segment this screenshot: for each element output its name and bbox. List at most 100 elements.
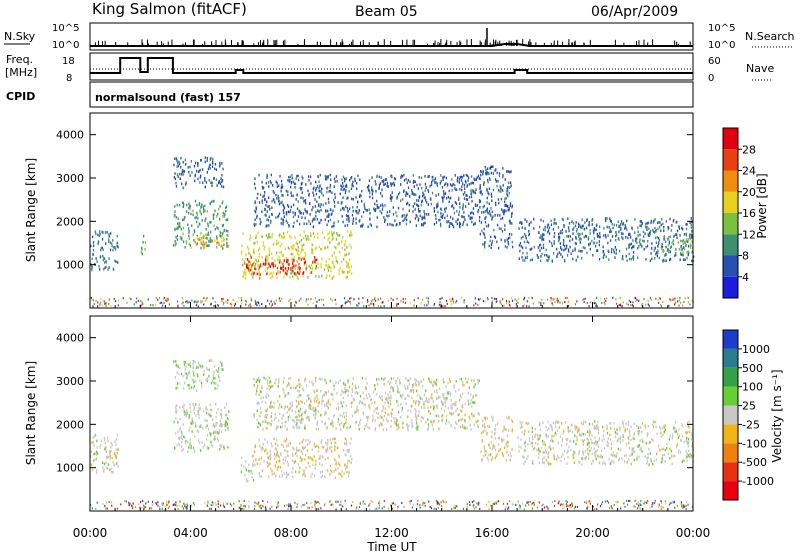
scatter-region [253,173,481,229]
freq-label-1: Freq. [6,53,33,66]
colorbar-tick-label: 8 [742,250,749,263]
colorbar-tick-label: 500 [742,362,763,375]
colorbar-tick-label: 25 [742,400,756,413]
colorbar-tick-label: 24 [742,165,756,178]
scatter-region [240,454,255,483]
scatter-region [479,165,514,250]
nave-tick-top: 60 [708,56,721,67]
colorbar-tick-label: -1000 [742,475,774,488]
velocity-colorbar-label: Velocity [m s⁻¹] [770,369,784,462]
nsearch-tick-bottom: 10^0 [708,40,735,51]
colorbar-swatch [723,170,738,192]
x-tick-label: 20:00 [575,526,610,540]
colorbar-swatch [723,481,738,500]
colorbar-swatch [723,386,738,406]
nsky-spikes [94,39,691,46]
scatter-region [517,420,695,466]
nsky-trace [90,28,693,47]
nsearch-label: N.Search [745,30,795,43]
colorbar-swatch [723,128,738,150]
x-tick-label: 00:00 [676,526,711,540]
colorbar-tick-label: -25 [742,418,760,431]
freq-trace [90,57,693,74]
x-tick-label: 12:00 [374,526,409,540]
scatter-region [240,230,353,281]
colorbar-swatch [723,424,738,444]
freq-series-line [90,57,693,74]
power-colorbar-label: Power [dB] [755,173,769,238]
time-x-axis: 00:00 04:00 08:00 12:00 16:00 20:00 00:00 [73,302,711,540]
station-title: King Salmon (fitACF) [92,0,247,18]
colorbar-swatch [723,276,738,298]
freq-tick-bottom: 8 [66,73,72,84]
x-axis-label: Time UT [366,540,417,554]
beam-title: Beam 05 [355,4,418,20]
scatter-region [140,234,147,256]
nave-tick-bottom: 0 [708,73,714,84]
scatter-region [253,437,353,479]
scatter-region [90,433,119,474]
colorbar-swatch [723,330,738,349]
colorbar-tick-label: -500 [742,456,767,469]
y-tick-label: 2000 [56,418,84,431]
velocity-y-axis: 1000 2000 3000 4000 [56,332,693,475]
y-tick-label: 2000 [56,215,84,228]
power-plot-frame [89,112,694,309]
ground-clutter-band [90,296,694,308]
velocity-ylabel: Slant Range [km] [24,361,38,465]
colorbar-tick-label: 1000 [742,343,770,356]
colorbar-tick-label: 16 [742,207,756,220]
cpid-panel [89,81,694,108]
scatter-region [173,359,224,392]
y-tick-label: 1000 [56,462,84,475]
freq-label-2: [MHz] [5,66,37,79]
nsky-label: N.Sky [4,30,36,43]
power-colorbar: 4 8 12 16 20 24 28 [722,127,756,299]
colorbar-tick-label: -100 [742,437,767,450]
colorbar-tick-label: 4 [742,271,749,284]
cpid-text: normalsound (fast) 157 [95,91,241,104]
y-tick-label: 4000 [56,332,84,345]
power-heatmap [90,156,695,308]
velocity-heatmap [90,359,695,511]
scatter-region [253,376,480,432]
nsky-tick-top: 10^5 [52,23,79,34]
colorbar-swatch [723,462,738,482]
y-tick-label: 3000 [56,172,84,185]
power-ylabel: Slant Range [km] [24,158,38,262]
nsky-series-line [90,43,693,47]
freq-panel [89,52,694,81]
x-tick-label: 04:00 [173,526,208,540]
scatter-region [173,402,230,453]
x-tick-label: 16:00 [475,526,510,540]
colorbar-tick-label: 12 [742,228,756,241]
scatter-region [190,234,230,250]
colorbar-swatch [723,348,738,368]
scatter-region [246,256,318,276]
date-title: 06/Apr/2009 [591,4,678,20]
cpid-label: CPID [6,90,35,103]
scatter-region [173,156,225,190]
nsky-tick-bottom: 10^0 [52,40,79,51]
power-y-axis: 1000 2000 3000 4000 [56,129,693,272]
y-tick-label: 4000 [56,129,84,142]
colorbar-swatch [723,149,738,171]
scatter-region [480,415,514,462]
colorbar-swatch [723,367,738,387]
scatter-region [173,199,229,250]
colorbar-swatch [723,405,738,425]
velocity-colorbar: -1000 -500 -100 -25 25 100 500 1000 [722,329,774,501]
nave-label: Nave [746,62,774,75]
colorbar-tick-label: 100 [742,381,763,394]
colorbar-swatch [723,191,738,213]
scatter-region [90,230,119,272]
colorbar-swatch [723,213,738,235]
colorbar-frame [722,329,739,501]
y-tick-label: 3000 [56,375,84,388]
nsearch-tick-top: 10^5 [708,23,735,34]
colorbar-tick-label: 28 [742,143,756,156]
colorbar-swatch [723,255,738,277]
colorbar-swatch [723,234,738,256]
x-tick-label: 00:00 [73,526,108,540]
